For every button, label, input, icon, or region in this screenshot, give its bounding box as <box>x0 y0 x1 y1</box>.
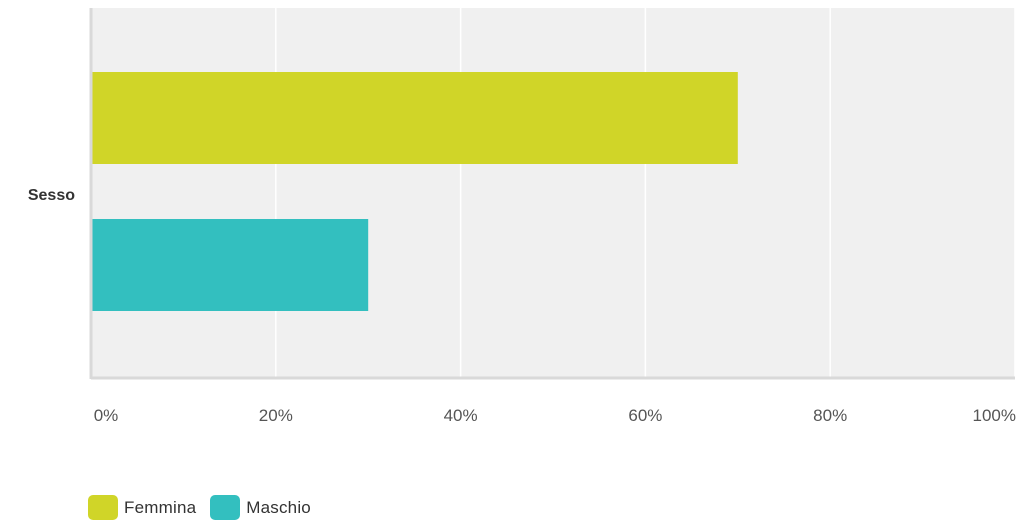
legend-label-femmina: Femmina <box>124 497 197 517</box>
axes <box>89 8 1015 380</box>
gridlines <box>275 8 1016 378</box>
x-tick-label-80: 80% <box>813 406 847 425</box>
bar-chart-svg: 0% 20% 40% 60% 80% 100% Sesso <box>28 8 1016 425</box>
plot-background <box>91 8 1015 378</box>
category-label-sesso: Sesso <box>28 187 75 204</box>
x-tick-labels: 0% 20% 40% 60% 80% 100% <box>94 406 1016 425</box>
x-tick-label-60: 60% <box>628 406 662 425</box>
legend-swatch-femmina <box>88 495 118 520</box>
x-tick-label-0: 0% <box>94 406 119 425</box>
bar-maschio <box>91 219 369 311</box>
x-tick-label-20: 20% <box>259 406 293 425</box>
x-tick-label-100: 100% <box>973 406 1016 425</box>
category-labels: Sesso <box>28 187 75 204</box>
legend-label-maschio: Maschio <box>246 497 311 517</box>
legend-item-femmina[interactable]: Femmina <box>88 495 196 520</box>
x-tick-label-40: 40% <box>444 406 478 425</box>
legend-item-maschio[interactable]: Maschio <box>210 495 311 520</box>
bar-femmina <box>91 72 738 164</box>
legend-swatch-maschio <box>210 495 241 520</box>
legend: Femmina Maschio <box>88 495 311 520</box>
bars <box>91 72 738 311</box>
